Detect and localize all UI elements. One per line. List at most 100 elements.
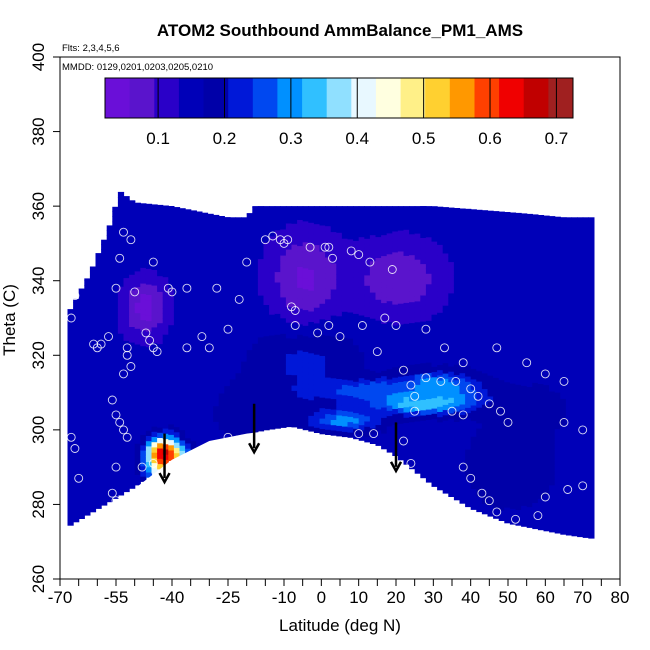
heatmap-cell <box>476 354 483 361</box>
heatmap-cell <box>308 274 315 281</box>
heatmap-cell <box>246 328 253 335</box>
heatmap-cell <box>498 211 505 214</box>
heatmap-cell <box>112 346 119 353</box>
heatmap-cell <box>431 288 438 294</box>
heatmap-cell <box>565 404 573 411</box>
heatmap-cell <box>487 260 494 266</box>
heatmap-cell <box>409 327 416 334</box>
heatmap-cell <box>157 218 164 224</box>
heatmap-cell <box>425 304 433 311</box>
heatmap-cell <box>78 367 85 373</box>
heatmap-cell <box>465 339 472 346</box>
heatmap-cell <box>397 224 405 231</box>
heatmap-cell <box>151 389 158 396</box>
heatmap-cell <box>325 251 332 258</box>
heatmap-cell <box>453 478 461 485</box>
heatmap-cell <box>442 331 449 337</box>
heatmap-cell <box>313 343 321 350</box>
heatmap-cell <box>112 378 119 384</box>
heatmap-cell <box>134 260 141 267</box>
heatmap-cell <box>291 343 298 350</box>
arrow-markers <box>158 403 403 485</box>
heatmap-cell <box>213 228 220 234</box>
heatmap-cell <box>308 237 315 244</box>
heatmap-cell <box>381 323 388 330</box>
heatmap-cell <box>145 419 153 426</box>
heatmap-cell <box>313 307 321 313</box>
heatmap-cell <box>543 295 550 302</box>
heatmap-cell <box>112 451 119 458</box>
heatmap-cell <box>67 347 74 354</box>
heatmap-cell <box>123 413 130 420</box>
heatmap-cell <box>162 205 169 210</box>
heatmap-cell <box>509 388 517 395</box>
heatmap-cell <box>453 249 461 255</box>
heatmap-cell <box>392 392 399 399</box>
heatmap-cell <box>543 327 550 333</box>
heatmap-cell <box>420 206 427 212</box>
heatmap-cell <box>571 217 578 224</box>
heatmap-cell <box>201 337 209 343</box>
heatmap-cell <box>297 209 304 215</box>
observation-point <box>406 458 416 468</box>
heatmap-cell <box>341 347 349 354</box>
heatmap-cell <box>403 302 410 309</box>
heatmap-cell <box>145 294 153 301</box>
heatmap-cell <box>442 409 449 416</box>
x-axis-label: Latitude (deg N) <box>279 616 401 635</box>
heatmap-cell <box>386 441 393 448</box>
heatmap-cell <box>521 338 528 345</box>
heatmap-cell <box>84 431 91 438</box>
heatmap-cell <box>201 279 209 286</box>
heatmap-cell <box>213 301 220 307</box>
heatmap-cell <box>196 391 203 398</box>
heatmap-cell <box>134 343 141 350</box>
heatmap-cell <box>487 390 494 397</box>
heatmap-cell <box>285 374 293 381</box>
heatmap-cell <box>571 290 578 297</box>
heatmap-cell <box>465 396 472 403</box>
heatmap-cell <box>582 312 589 319</box>
heatmap-cell <box>431 465 438 472</box>
heatmap-cell <box>257 357 265 364</box>
heatmap-cell <box>319 371 326 377</box>
heatmap-cell <box>291 322 298 329</box>
heatmap-cell <box>129 321 136 327</box>
heatmap-cell <box>246 427 253 434</box>
heatmap-cell <box>308 232 315 239</box>
heatmap-cell <box>246 239 253 246</box>
heatmap-cell <box>588 277 595 283</box>
heatmap-cell <box>145 226 153 233</box>
heatmap-cell <box>241 267 248 273</box>
heatmap-cell <box>157 213 164 219</box>
heatmap-cell <box>330 221 337 227</box>
heatmap-cell <box>549 317 556 324</box>
heatmap-cell <box>190 440 197 447</box>
heatmap-cell <box>117 327 125 334</box>
heatmap-cell <box>521 416 528 423</box>
heatmap-cell <box>493 398 500 404</box>
heatmap-cell <box>549 500 556 507</box>
heatmap-cell <box>448 486 455 492</box>
observation-point <box>421 373 431 383</box>
heatmap-cell <box>241 350 248 357</box>
heatmap-cell <box>453 238 461 245</box>
heatmap-cell <box>168 277 175 284</box>
heatmap-cell <box>521 385 528 392</box>
heatmap-cell <box>498 285 505 292</box>
heatmap-cell <box>493 387 500 394</box>
heatmap-cell <box>543 301 550 307</box>
heatmap-cell <box>442 252 449 259</box>
heatmap-cell <box>308 295 315 302</box>
heatmap-cell <box>515 248 522 255</box>
heatmap-cell <box>325 277 332 284</box>
heatmap-cell <box>369 433 377 439</box>
heatmap-cell <box>302 220 309 227</box>
heatmap-cell <box>229 305 237 312</box>
heatmap-cell <box>397 381 405 388</box>
heatmap-cell <box>274 360 281 367</box>
heatmap-cell <box>453 494 461 501</box>
heatmap-cell <box>89 475 97 481</box>
heatmap-cell <box>134 328 141 335</box>
heatmap-cell <box>207 298 214 304</box>
